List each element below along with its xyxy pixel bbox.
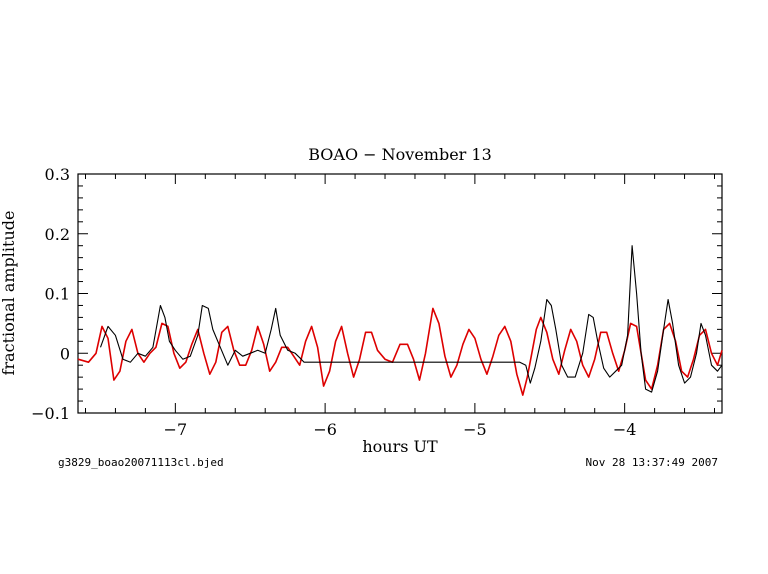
x-tick-label: −7 [164,420,188,439]
chart-title: BOAO − November 13 [308,145,492,164]
axis-ticks [78,173,722,414]
y-tick-label: 0.3 [45,165,70,184]
x-tick-label: −6 [313,420,337,439]
x-axis-label: hours UT [362,437,438,456]
y-tick-label: 0 [60,344,70,363]
x-tick-label: −4 [613,420,637,439]
series-line [99,245,723,393]
y-tick-label: 0.1 [45,285,70,304]
series-line [77,307,723,396]
y-tick-label: 0.2 [45,225,70,244]
x-tick-label: −5 [463,420,487,439]
tick-labels: −7 −6 −5 −4 −0.1 0 0.1 0.2 0.3 [31,165,636,439]
footer-left: g3829_boao20071113cl.bjed [58,456,224,469]
plot-frame [77,173,723,414]
footer-right: Nov 28 13:37:49 2007 [586,456,718,469]
y-tick-label: −0.1 [31,404,70,423]
series-group [77,245,723,396]
y-axis-label: fractional amplitude [0,211,18,376]
